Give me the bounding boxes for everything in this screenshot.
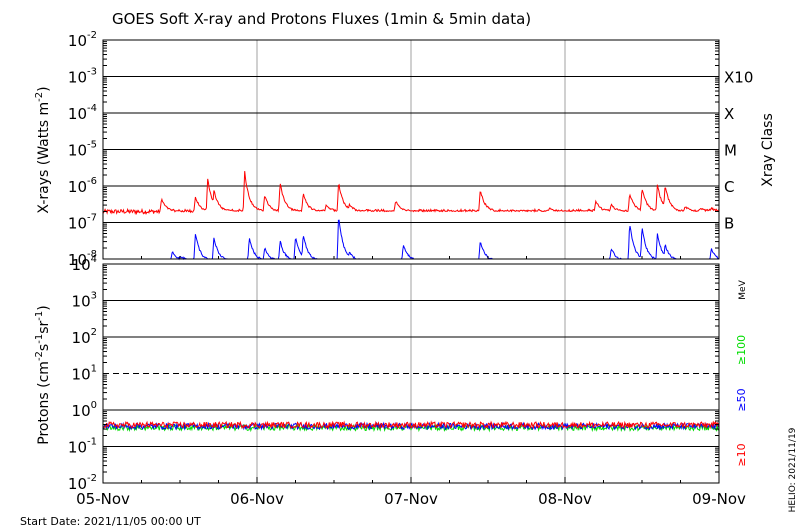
xray-tick-label: 10-6 xyxy=(68,176,97,196)
start-date-label: Start Date: 2021/11/05 00:00 UT xyxy=(20,515,201,528)
proton-tick-label: 102 xyxy=(72,327,97,347)
grid-layer xyxy=(103,40,719,483)
x-tick-label: 08-Nov xyxy=(538,490,592,508)
helio-label: HELIO: 2021/11/19 xyxy=(788,427,798,512)
xray-class-label: B xyxy=(724,215,734,233)
x-tick-label: 09-Nov xyxy=(692,490,746,508)
xray-axis-label: X-rays (Watts m-2) xyxy=(34,86,52,213)
proton-tick-label: 10-1 xyxy=(68,437,97,457)
xray-class-axis-label: Xray Class xyxy=(760,113,776,187)
axis-layer xyxy=(102,39,720,484)
proton-axis-label: Protons (cm-2s-1sr-1) xyxy=(34,305,52,444)
proton-tick-label: 101 xyxy=(72,364,97,384)
mev-label: MeV xyxy=(738,279,748,299)
xray-class-label: X xyxy=(724,105,734,123)
xray-tick-label: 10-8 xyxy=(68,249,97,269)
xray-class-label: X10 xyxy=(724,69,753,87)
xray-tick-label: 10-5 xyxy=(68,140,97,160)
xray-series-line-1 xyxy=(103,219,720,261)
xray-panel-frame xyxy=(102,39,720,260)
proton-series-line-2 xyxy=(102,420,720,430)
chart-title: GOES Soft X-ray and Protons Fluxes (1min… xyxy=(112,10,531,28)
proton-tick-label: 10-2 xyxy=(68,473,97,493)
proton-channel-label: ≥100 xyxy=(735,335,748,365)
x-tick-label: 07-Nov xyxy=(384,490,438,508)
xray-class-label: M xyxy=(724,142,737,160)
proton-tick-label: 103 xyxy=(72,291,97,311)
xray-class-label: C xyxy=(724,178,734,196)
xray-tick-label: 10-2 xyxy=(68,30,97,50)
x-tick-label: 06-Nov xyxy=(230,490,284,508)
xray-series-line-0 xyxy=(102,171,720,216)
data-layer xyxy=(102,171,720,433)
proton-channel-label: ≥50 xyxy=(735,388,748,411)
proton-series-line-1 xyxy=(102,421,720,431)
x-tick-label: 05-Nov xyxy=(76,490,130,508)
xray-tick-label: 10-3 xyxy=(68,67,97,87)
xray-tick-label: 10-7 xyxy=(68,213,97,233)
xray-tick-label: 10-4 xyxy=(68,103,97,123)
proton-tick-label: 104 xyxy=(72,254,97,274)
proton-tick-label: 100 xyxy=(72,400,97,420)
label-layer: 10-2 10-3 10-4 10-5 10-6 10-7 10-8 X10 X MC B Xray … xyxy=(34,30,798,512)
proton-channel-label: ≥10 xyxy=(735,443,748,466)
